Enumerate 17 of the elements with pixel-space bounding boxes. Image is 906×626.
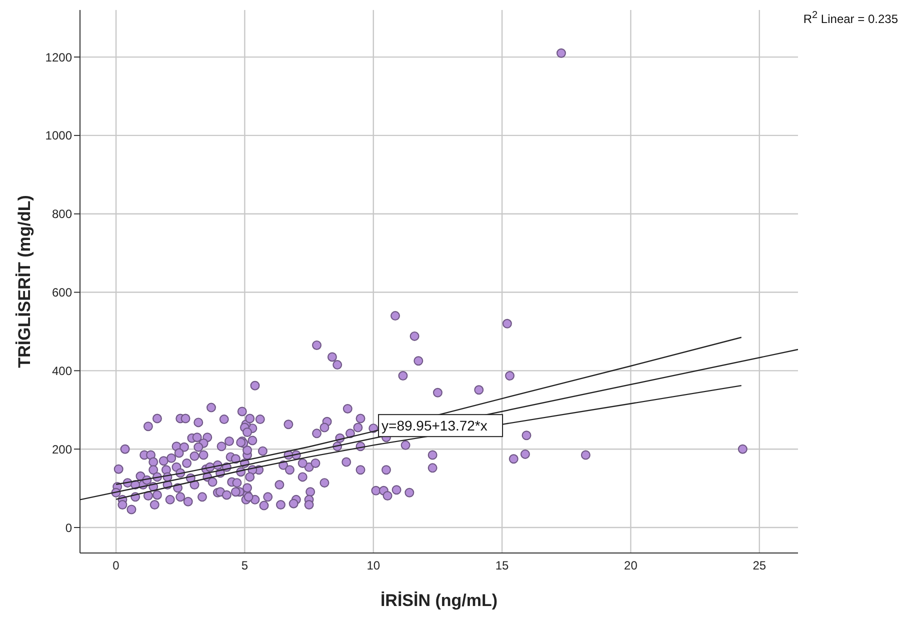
x-tick-label: 15 [495,558,510,573]
annotation: y=89.95+13.72*x [382,418,488,434]
y-axis-title: TRİGLİSERİT (mg/dL) [15,195,34,368]
y-tick-label: 400 [52,364,72,378]
y-tick-label: 0 [65,520,72,535]
y-tick-label: 600 [52,286,72,300]
x-tick-label: 10 [366,558,380,573]
x-tick-label: 25 [752,558,766,573]
x-axis-title: İRİSİN (ng/mL) [380,591,498,610]
y-tick-label: 1000 [45,128,72,143]
x-tick-label: 20 [624,558,638,573]
x-tick-label: 0 [112,558,120,573]
y-tick-label: 200 [52,442,72,456]
y-tick-label: 1200 [45,50,72,64]
text: R$^{2}$ Linear = 0.235 [803,10,898,26]
x-tick-label: 5 [241,558,248,573]
y-tick-label: 800 [52,207,72,222]
